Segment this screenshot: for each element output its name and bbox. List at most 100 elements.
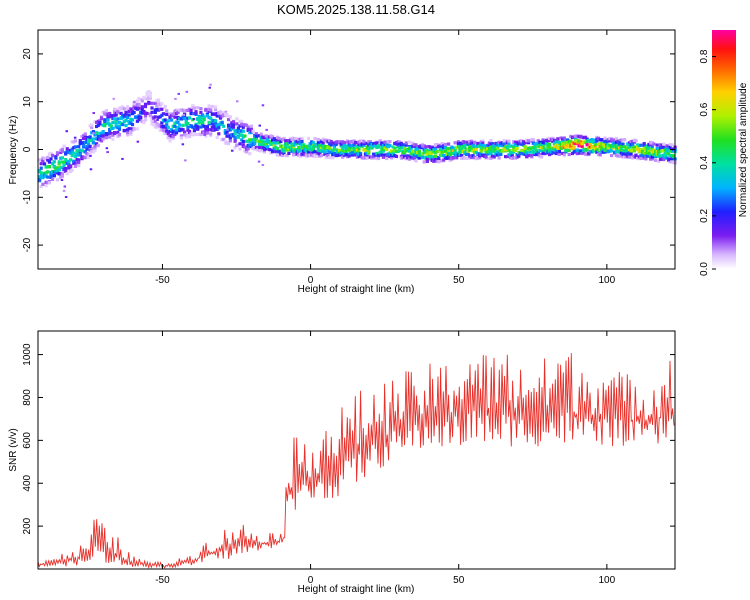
spectrogram-cell bbox=[253, 140, 257, 144]
spectrogram-cell bbox=[567, 140, 571, 144]
spectrogram-cell bbox=[127, 127, 131, 131]
spectrogram-cell bbox=[246, 127, 250, 131]
spectrogram-cell bbox=[554, 151, 558, 156]
spectrogram-cell bbox=[380, 141, 384, 145]
spectrogram-cell bbox=[561, 142, 565, 146]
snr-y-axis-label: SNR (v/v) bbox=[8, 428, 19, 471]
spectrogram-cell bbox=[331, 156, 335, 160]
spectrogram-cell bbox=[196, 125, 200, 129]
spectrogram-cell bbox=[466, 142, 470, 146]
spectrogram-cell bbox=[388, 144, 392, 148]
snr-y-tick-label: 1000 bbox=[22, 343, 33, 366]
spectrogram-cell bbox=[38, 158, 42, 162]
spectrogram-cell bbox=[655, 152, 659, 156]
spectrogram-cell bbox=[116, 130, 120, 135]
spectrogram-cell bbox=[137, 118, 141, 122]
spectrogram-cell bbox=[60, 174, 64, 178]
spectrogram-cell bbox=[202, 115, 206, 119]
spectrogram-cell bbox=[166, 132, 170, 136]
spectrogram-cell bbox=[165, 123, 169, 127]
spectrogram-cell bbox=[600, 145, 604, 149]
spectrogram-cell bbox=[370, 146, 374, 150]
spectrogram-cell bbox=[135, 99, 139, 103]
spectrogram-cell bbox=[608, 137, 612, 141]
spectrogram-cell bbox=[409, 146, 413, 150]
spectrogram-cell bbox=[652, 153, 656, 157]
spectrogram-cell bbox=[341, 149, 345, 153]
spectrogram-cell bbox=[505, 146, 509, 150]
spectrogram-cell bbox=[438, 145, 443, 149]
spectrogram-cell bbox=[261, 140, 265, 144]
spectrogram-cell bbox=[561, 151, 565, 155]
spectrogram-cell bbox=[104, 136, 108, 140]
spectrogram-cell bbox=[238, 130, 242, 134]
spectrogram-cell bbox=[122, 107, 126, 111]
spectrogram-cell bbox=[226, 133, 230, 136]
spectrogram-cell bbox=[569, 134, 573, 138]
spectrogram-cell bbox=[481, 146, 485, 150]
spectrogram-cell bbox=[479, 148, 483, 153]
spectrogram-cell bbox=[69, 158, 73, 162]
spectrogram-cell bbox=[362, 142, 366, 146]
spectrogram-cell bbox=[627, 155, 632, 159]
spectrogram-cell bbox=[217, 125, 221, 129]
spectrogram-cell bbox=[455, 146, 459, 150]
spectrogram-cell bbox=[469, 139, 473, 143]
spectrogram-cell bbox=[90, 149, 94, 154]
spectrogram-cell bbox=[57, 171, 61, 176]
spectrogram-cell bbox=[98, 119, 102, 123]
spectrogram-cell bbox=[536, 151, 540, 155]
spectrogram-cell bbox=[293, 137, 297, 141]
spectrogram-cell bbox=[443, 149, 447, 153]
spectrogram-cell bbox=[425, 149, 429, 153]
spectrogram-cell bbox=[440, 151, 444, 155]
spectrogram-cell bbox=[404, 143, 408, 147]
spectrogram-cell bbox=[310, 148, 314, 152]
spectrogram-cell bbox=[279, 139, 283, 143]
spectrogram-cell bbox=[632, 149, 636, 153]
spectrogram-cell bbox=[569, 139, 573, 143]
spectrogram-cell bbox=[271, 141, 275, 145]
spectrogram-cell bbox=[143, 102, 148, 106]
spectrogram-cell bbox=[228, 139, 232, 143]
spectrogram-cell bbox=[96, 143, 100, 148]
spectrogram-cell bbox=[631, 142, 635, 146]
spectrogram-cell bbox=[655, 143, 659, 147]
spectrogram-cell bbox=[178, 123, 182, 127]
spectrogram-cell bbox=[152, 123, 156, 127]
spectrogram-cell bbox=[89, 168, 93, 171]
spectrogram-cell bbox=[88, 144, 92, 148]
spectrogram-cell bbox=[39, 185, 43, 189]
spectrogram-cell bbox=[64, 196, 68, 198]
spectrogram-cell bbox=[401, 143, 405, 147]
spectrogram-cell bbox=[150, 122, 154, 126]
spectrogram-cell bbox=[655, 146, 659, 151]
spectrogram-cell bbox=[150, 101, 154, 105]
spectrogram-cell bbox=[148, 96, 152, 100]
spectrogram-cell bbox=[207, 120, 211, 124]
spectrogram-cell bbox=[194, 132, 198, 137]
spectrogram-cell bbox=[523, 141, 527, 145]
spectrogram-cell bbox=[83, 156, 87, 160]
spectrogram-cell bbox=[504, 148, 508, 152]
spectrogram-cell bbox=[293, 139, 297, 143]
spectrogram-cell bbox=[650, 155, 654, 159]
spectrogram-y-tick-label: -10 bbox=[22, 190, 33, 205]
spectrogram-cell bbox=[598, 142, 602, 146]
spectrogram-cell bbox=[62, 167, 66, 172]
spectrogram-cell bbox=[624, 155, 628, 159]
spectrogram-cell bbox=[640, 156, 645, 160]
spectrogram-cell bbox=[438, 147, 443, 151]
spectrogram-cell bbox=[497, 140, 501, 144]
spectrogram-cell bbox=[310, 153, 314, 157]
spectrogram-cell bbox=[204, 134, 208, 138]
spectrogram-cell bbox=[80, 149, 84, 153]
spectrogram-cell bbox=[365, 145, 369, 149]
spectrogram-cell bbox=[262, 135, 265, 138]
spectrogram-cell bbox=[60, 179, 64, 181]
spectrogram-cell bbox=[261, 104, 265, 107]
spectrogram-cell bbox=[598, 147, 602, 151]
spectrogram-cell bbox=[196, 127, 200, 131]
spectrogram-cell bbox=[577, 151, 581, 155]
spectrogram-cell bbox=[381, 147, 385, 151]
